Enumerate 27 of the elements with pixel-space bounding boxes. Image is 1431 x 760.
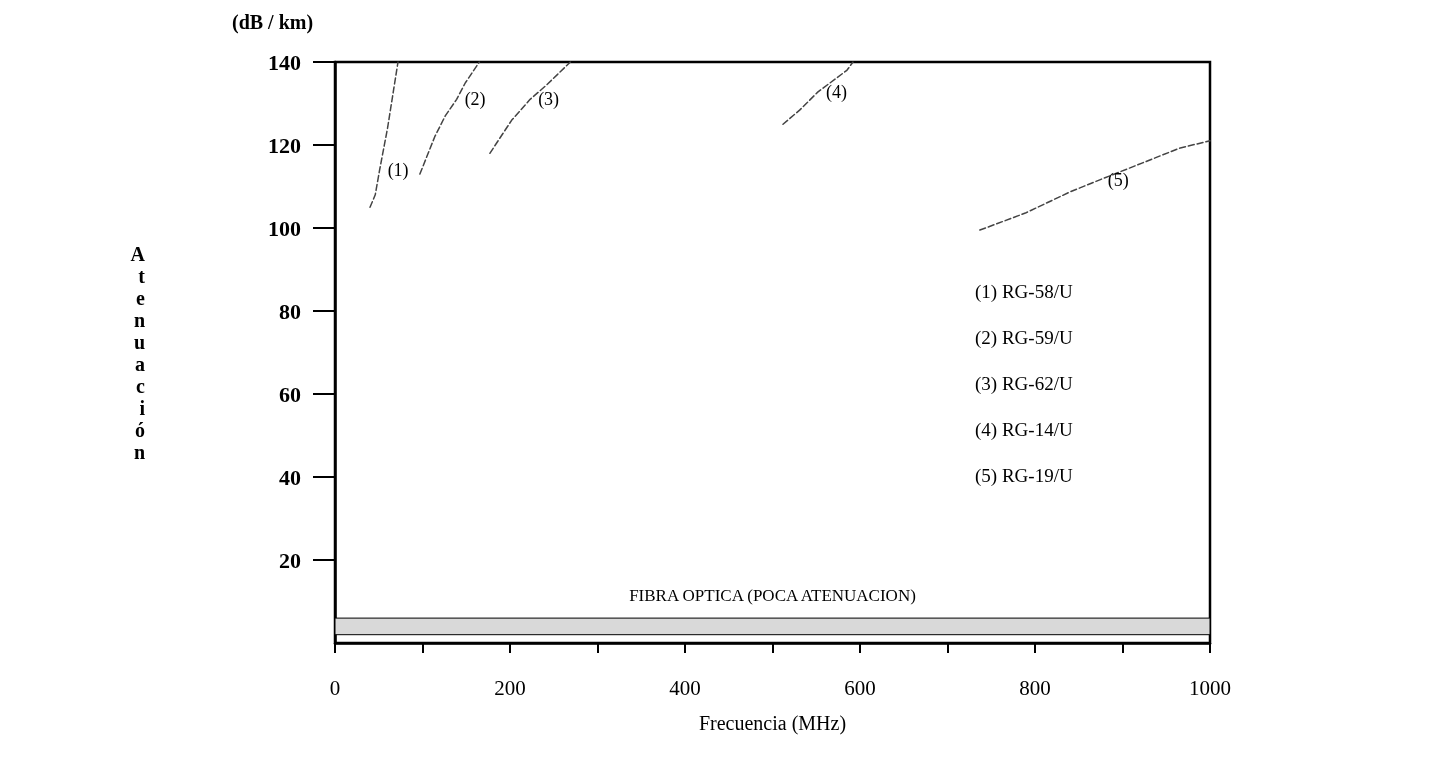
y-tick-label: 100 [268, 215, 301, 241]
y-tick-label: 120 [268, 132, 301, 158]
text: (dB / km) [232, 11, 314, 34]
y-tick-label: 140 [268, 49, 301, 75]
annotation: (4) RG-14/U [975, 419, 1073, 441]
annotation: (1) RG-58/U [975, 281, 1073, 303]
x-tick-label: 800 [1019, 675, 1051, 700]
series-label: (2) [464, 89, 486, 111]
series-label: (5) [1107, 169, 1129, 191]
x-tick-label: 200 [494, 675, 526, 700]
y-tick-label: 20 [279, 547, 301, 573]
series-label: (4) [826, 81, 847, 103]
x-tick-label: 1000 [1189, 675, 1231, 700]
text: Atenuación [130, 242, 145, 463]
annotation: (2) RG-59/U [975, 327, 1073, 349]
y-tick-label: 60 [279, 381, 301, 407]
y-tick-label: 40 [279, 464, 301, 490]
band-label: FIBRA OPTICA (POCA ATENUACION) [629, 585, 916, 605]
series-label: (3) [538, 89, 560, 111]
series-label: (1) [387, 159, 409, 181]
x-tick-label: 600 [844, 675, 876, 700]
x-axis-title: Frecuencia (MHz) [698, 712, 847, 735]
annotation: (5) RG-19/U [975, 465, 1073, 487]
annotation: (3) RG-62/U [975, 373, 1073, 395]
y-tick-label: 80 [279, 298, 301, 324]
x-tick-label: 400 [669, 675, 701, 700]
x-tick-label: 0 [329, 675, 341, 700]
